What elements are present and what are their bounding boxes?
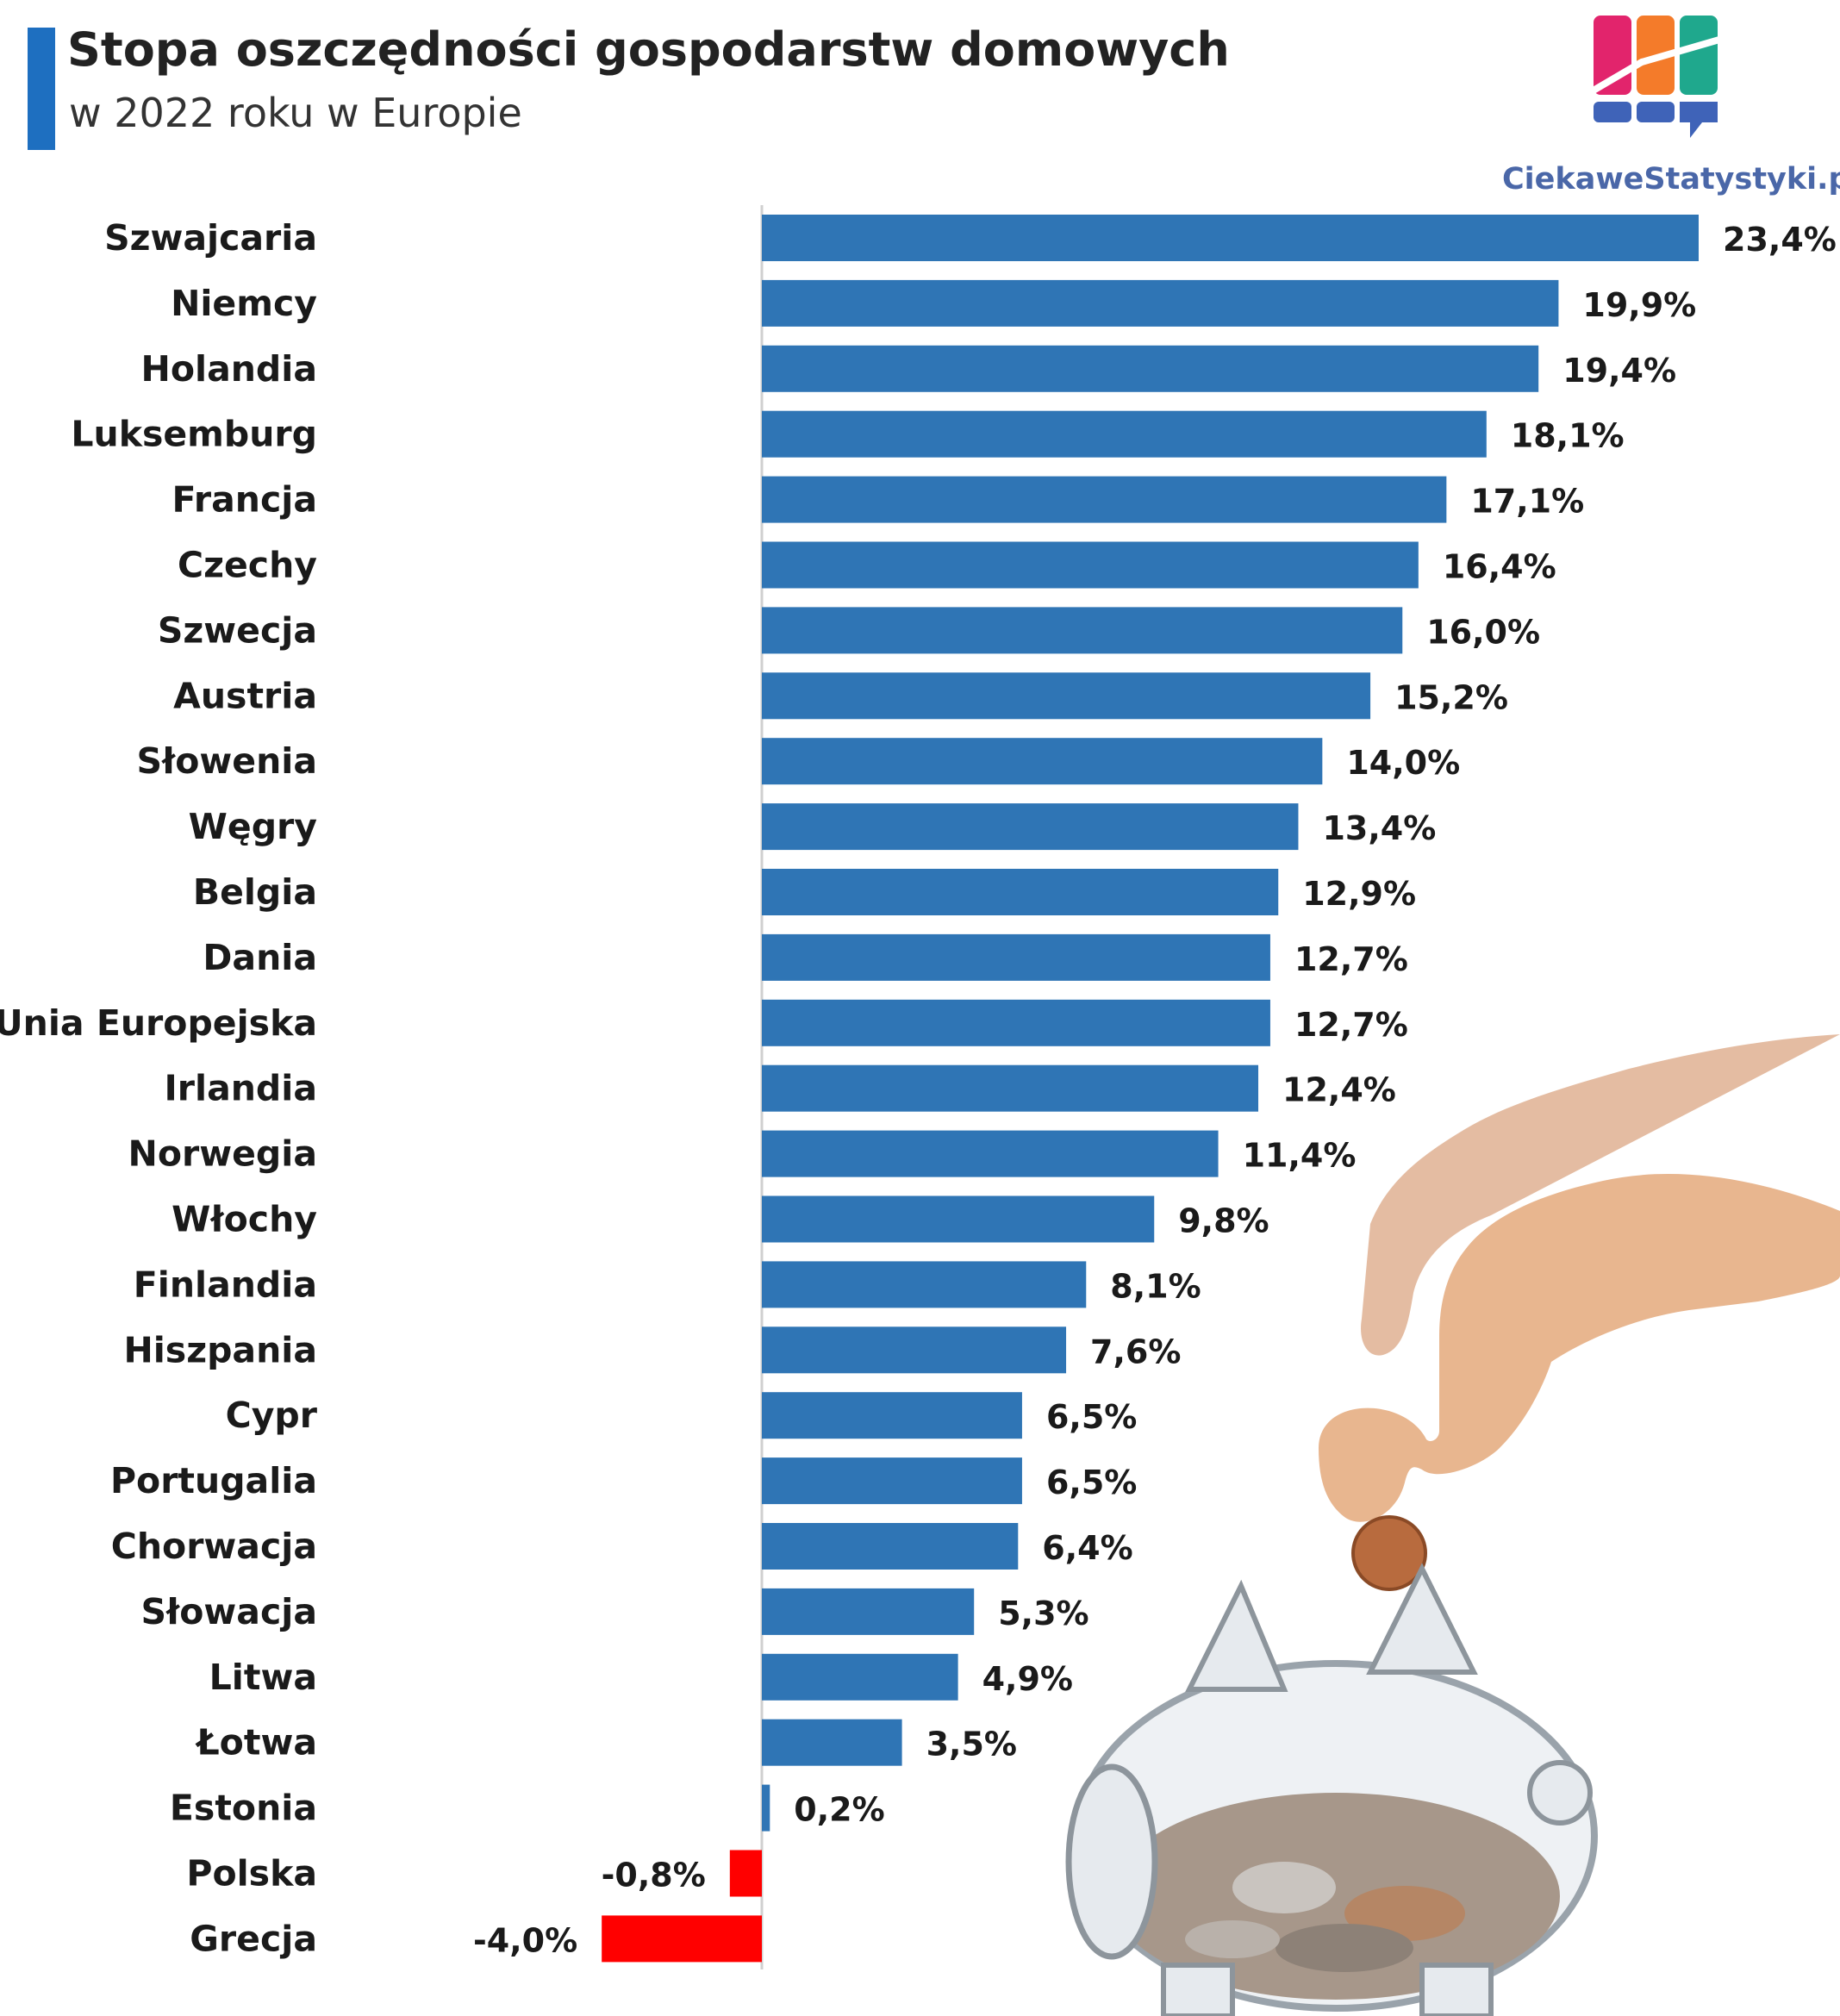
value-label: 0,2%: [794, 1791, 884, 1829]
bar: [762, 1784, 770, 1832]
value-label: 6,5%: [1046, 1398, 1137, 1436]
value-label: 7,6%: [1090, 1333, 1181, 1370]
value-label: 18,1%: [1511, 417, 1625, 455]
chart-title: Stopa oszczędności gospodarstw domowych: [67, 22, 1230, 77]
value-label: 12,9%: [1302, 875, 1416, 913]
value-label: 12,7%: [1294, 940, 1408, 978]
bar: [729, 1850, 762, 1897]
category-label: Cypr: [226, 1395, 318, 1436]
category-label: Estonia: [170, 1788, 317, 1829]
bar: [762, 1326, 1067, 1374]
bar: [762, 345, 1539, 392]
category-label: Chorwacja: [111, 1526, 317, 1567]
category-label: Grecja: [190, 1918, 317, 1959]
category-label: Norwegia: [128, 1133, 317, 1175]
category-label: Luksemburg: [71, 414, 317, 455]
value-label: -4,0%: [473, 1921, 577, 1959]
value-label: 19,4%: [1562, 352, 1676, 390]
value-label: 4,9%: [982, 1660, 1073, 1698]
piggy-bank-illustration: [1065, 1034, 1840, 2016]
value-labels-group: 23,4% 19,9% 19,4% 18,1% 17,1% 16,4% 16,0% 15,2%…: [473, 221, 1837, 1959]
chart-subtitle: w 2022 roku w Europie: [69, 90, 522, 136]
brand-name: CiekaweStatystyki.pl: [1502, 162, 1840, 197]
title-accent-bar: [28, 28, 55, 150]
bar: [762, 1457, 1022, 1505]
value-label: 13,4%: [1322, 809, 1436, 847]
bar: [762, 738, 1323, 785]
category-label: Niemcy: [171, 283, 317, 324]
value-label: 11,4%: [1243, 1137, 1357, 1175]
hand-icon: [1319, 1034, 1840, 1522]
bar: [762, 1130, 1219, 1177]
value-label: -0,8%: [602, 1857, 706, 1894]
category-label: Holandia: [141, 348, 317, 390]
category-label: Słowacja: [141, 1591, 317, 1632]
value-label: 8,1%: [1110, 1267, 1201, 1305]
bar: [762, 410, 1487, 458]
brand-logo-icon: [1590, 16, 1721, 138]
category-label: Polska: [186, 1853, 317, 1894]
bar: [762, 607, 1403, 654]
category-label: Unia Europejska: [0, 1002, 317, 1044]
value-label: 16,0%: [1426, 613, 1540, 651]
category-label: Węgry: [189, 806, 317, 847]
value-label: 15,2%: [1394, 678, 1508, 716]
bar: [602, 1915, 762, 1963]
value-label: 16,4%: [1443, 548, 1556, 586]
value-label: 6,4%: [1042, 1529, 1132, 1567]
category-label: Czechy: [178, 545, 317, 586]
category-label: Łotwa: [195, 1722, 317, 1763]
coin-icon: [1351, 1515, 1427, 1591]
bar: [762, 1653, 958, 1701]
value-label: 5,3%: [998, 1595, 1088, 1632]
category-label: Szwajcaria: [104, 217, 317, 259]
category-label: Irlandia: [165, 1068, 317, 1109]
value-label: 17,1%: [1470, 483, 1584, 521]
bar: [762, 1195, 1155, 1243]
bar: [762, 1261, 1087, 1308]
bar: [762, 476, 1447, 523]
value-label: 12,4%: [1282, 1071, 1396, 1109]
bar: [762, 803, 1299, 851]
glass-piggy-bank-icon: [1065, 1563, 1598, 2016]
value-label: 23,4%: [1723, 221, 1837, 259]
bar: [762, 869, 1279, 915]
bar: [762, 215, 1699, 261]
bar: [762, 1719, 902, 1766]
value-label: 3,5%: [926, 1726, 1017, 1763]
bar: [762, 1392, 1022, 1439]
bar: [762, 1588, 975, 1635]
category-label: Litwa: [209, 1657, 317, 1698]
bar: [762, 279, 1559, 327]
category-label: Austria: [173, 675, 317, 716]
category-label: Finlandia: [134, 1264, 317, 1305]
category-labels-group: Szwajcaria Niemcy Holandia Luksemburg Francj…: [0, 217, 318, 1959]
value-label: 9,8%: [1178, 1202, 1269, 1240]
bar: [762, 933, 1270, 981]
value-label: 12,7%: [1294, 1006, 1408, 1044]
bar: [762, 999, 1270, 1046]
value-label: 14,0%: [1346, 744, 1460, 782]
bar: [762, 541, 1419, 589]
category-label: Szwecja: [158, 609, 317, 651]
bar: [762, 1523, 1019, 1570]
category-label: Dania: [203, 937, 317, 978]
category-label: Słowenia: [136, 740, 317, 782]
category-label: Francja: [172, 479, 317, 521]
value-label: 6,5%: [1046, 1464, 1137, 1501]
bar: [762, 1064, 1259, 1112]
category-label: Włochy: [172, 1199, 317, 1240]
category-label: Hiszpania: [123, 1329, 317, 1370]
category-label: Portugalia: [110, 1460, 317, 1501]
category-label: Belgia: [193, 871, 317, 913]
bars-group: [602, 215, 1699, 1963]
value-label: 19,9%: [1582, 286, 1696, 324]
bar: [762, 672, 1371, 720]
